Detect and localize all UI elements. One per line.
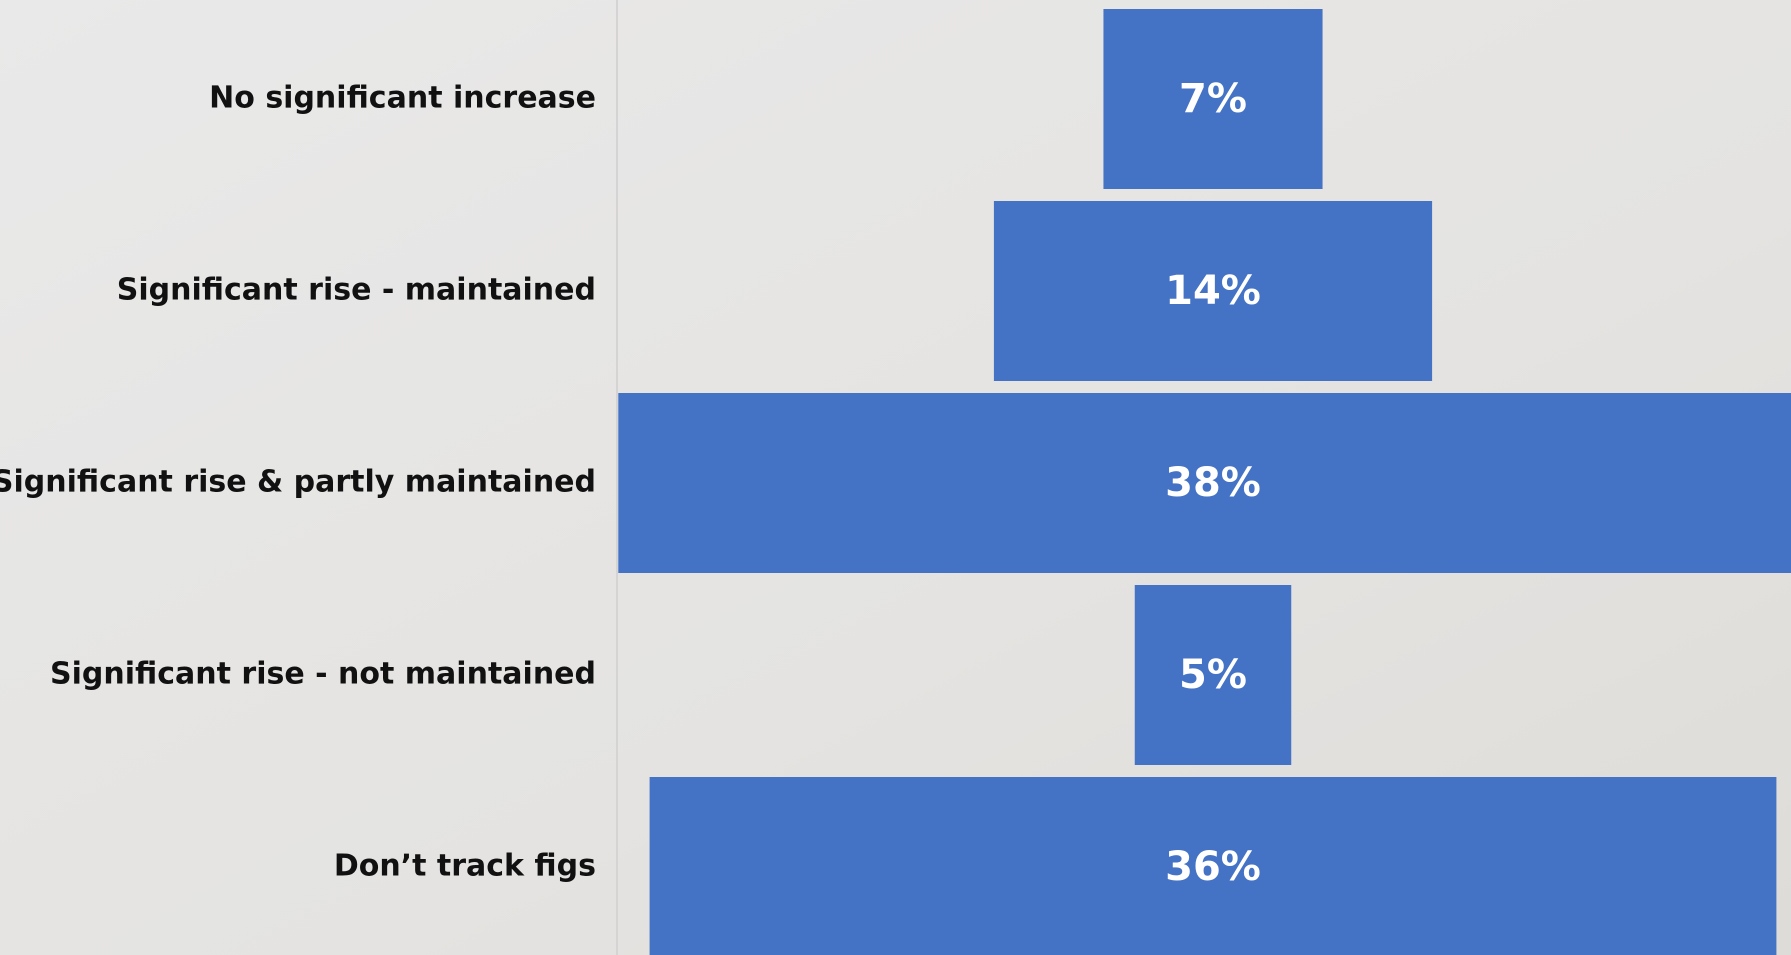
value-label: 5% — [1179, 652, 1247, 698]
value-label: 14% — [1165, 268, 1261, 314]
value-label: 7% — [1179, 76, 1247, 122]
value-label: 38% — [1165, 460, 1261, 506]
category-label: Significant rise - maintained — [117, 273, 596, 308]
category-label: No significant increase — [209, 81, 596, 116]
category-label: Significant rise - not maintained — [50, 657, 596, 692]
page: No significant increase 7% Significant ris… — [0, 0, 1791, 955]
category-label: Significant rise & partly maintained — [0, 465, 596, 500]
value-label: 36% — [1165, 844, 1261, 890]
chart: No significant increase 7% Significant ris… — [0, 0, 1791, 955]
category-label: Don’t track figs — [334, 849, 596, 884]
